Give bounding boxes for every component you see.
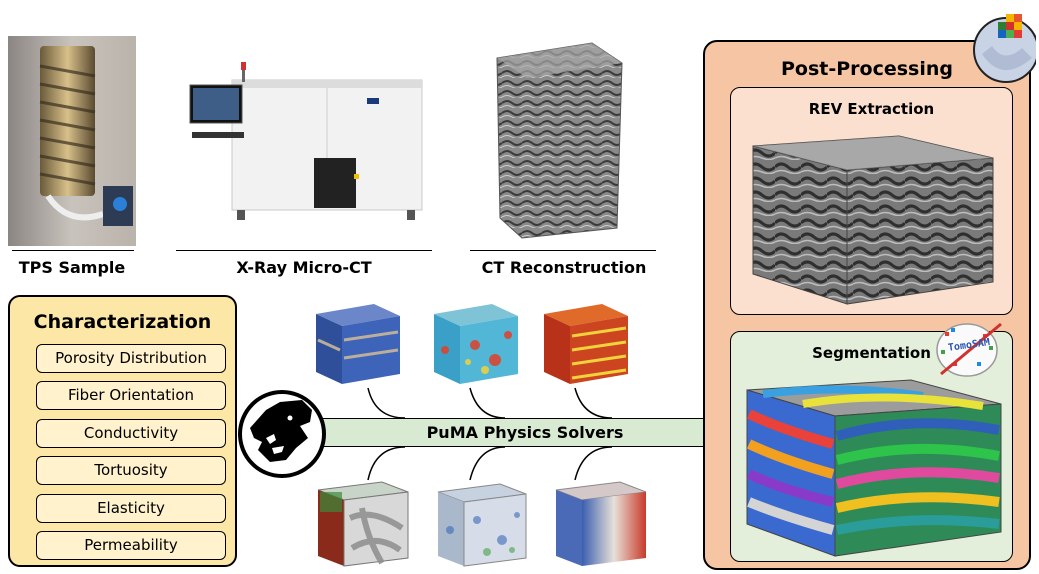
cube-logo-icon: [968, 4, 1039, 88]
rev-extraction-box: REV Extraction: [730, 87, 1013, 315]
microct-caption: X-Ray Micro-CT: [236, 258, 372, 277]
char-item-tortuosity: Tortuosity: [36, 456, 226, 485]
char-item-fiber-orientation: Fiber Orientation: [36, 381, 226, 410]
char-item-permeability: Permeability: [36, 531, 226, 560]
sim-cube-top-1: [312, 300, 404, 388]
post-processing-title: Post-Processing: [780, 58, 953, 80]
tps-sample-photo: [8, 36, 136, 246]
microct-machine-image: [182, 40, 432, 230]
puma-solvers-label: PuMA Physics Solvers: [426, 423, 624, 442]
rev-cube-image: [752, 135, 994, 305]
sim-cube-bottom-2: [432, 480, 530, 570]
tps-sample-caption: TPS Sample: [18, 258, 126, 277]
ct-reconstruction-rule: [470, 250, 656, 251]
puma-logo-icon: [236, 388, 328, 480]
tomosam-logo-icon: TomoSAM: [933, 318, 1005, 380]
rev-extraction-title: REV Extraction: [808, 100, 935, 118]
microct-rule: [176, 250, 432, 251]
ct-reconstruction-image: [482, 38, 632, 243]
characterization-panel: Characterization Porosity Distribution F…: [8, 295, 237, 567]
char-item-elasticity: Elasticity: [36, 494, 226, 523]
segmentation-title: Segmentation: [812, 344, 931, 362]
tps-rule: [12, 250, 134, 251]
char-item-conductivity: Conductivity: [36, 419, 226, 448]
sim-cube-top-3: [540, 300, 632, 388]
char-item-porosity: Porosity Distribution: [36, 344, 226, 373]
ct-reconstruction-caption: CT Reconstruction: [481, 258, 647, 277]
segmentation-box: Segmentation: [730, 331, 1013, 562]
segmentation-cube-image: [746, 379, 1002, 557]
puma-solvers-bar: PuMA Physics Solvers: [290, 418, 760, 447]
sim-cube-top-2: [430, 300, 522, 388]
sim-cube-bottom-3: [550, 478, 650, 570]
characterization-title: Characterization: [33, 311, 212, 333]
sim-cube-bottom-1: [312, 478, 412, 570]
